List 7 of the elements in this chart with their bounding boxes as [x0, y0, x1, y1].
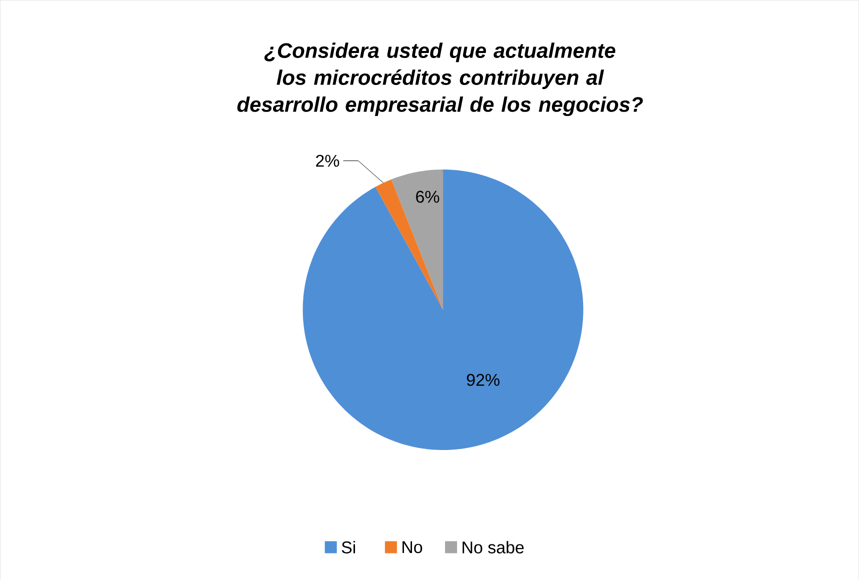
legend-label: Si	[342, 540, 355, 554]
data-label: 2%	[316, 154, 340, 167]
data-label: 92%	[466, 374, 500, 386]
legend-label: No sabe	[462, 540, 524, 554]
data-label: 6%	[416, 190, 440, 203]
chart-title: ¿Considera usted que actualmente los microcréditos contribuyen al desarrollo empresarial de los negocios?	[237, 42, 643, 116]
legend-label: No	[402, 541, 422, 553]
